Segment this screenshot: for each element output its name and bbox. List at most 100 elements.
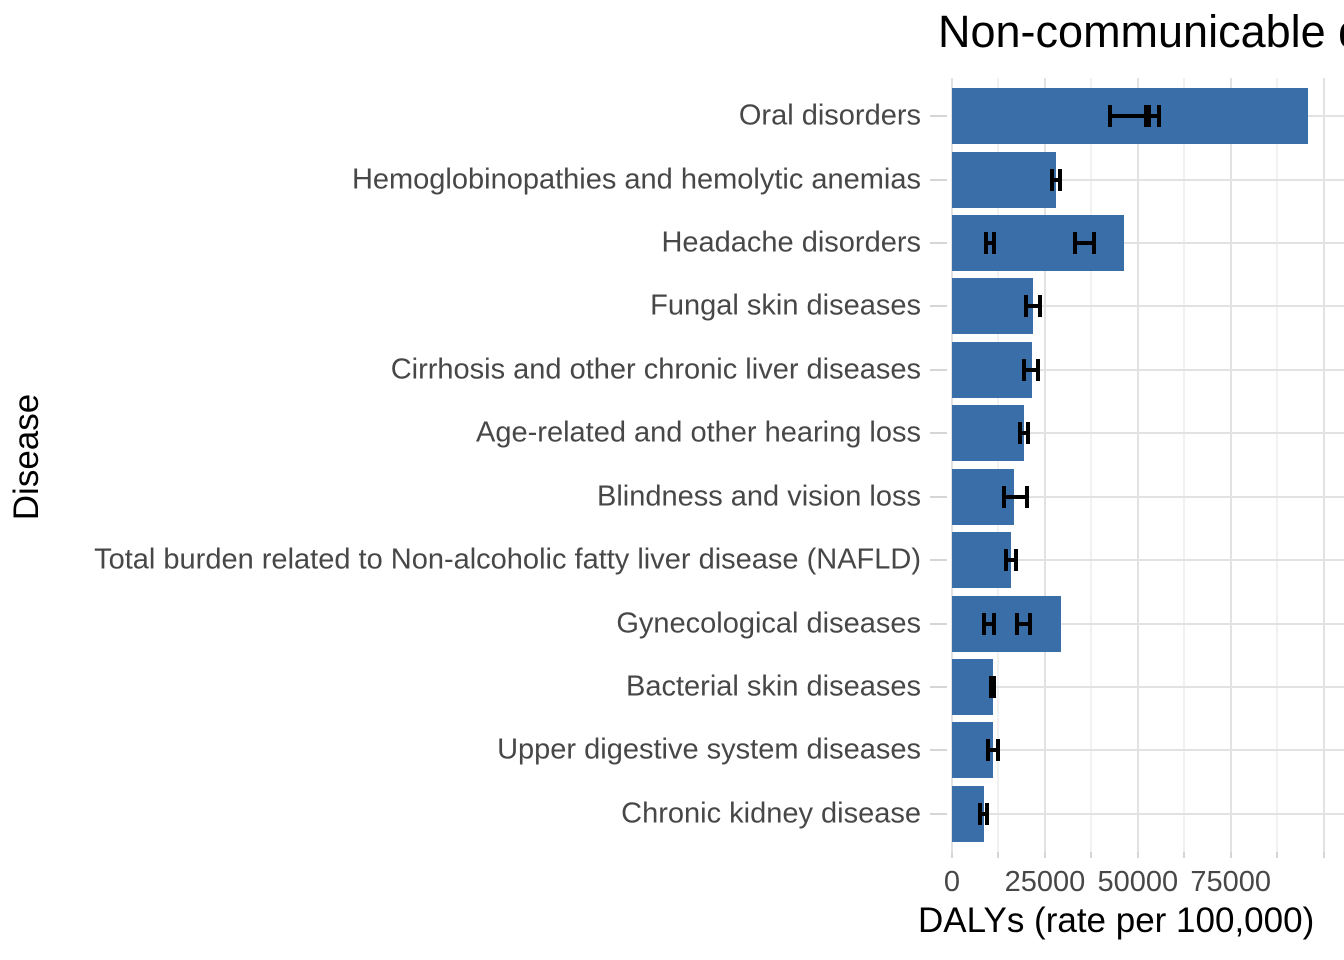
gridline-major-v: [951, 78, 953, 852]
error-bar: [983, 621, 994, 626]
x-tick-label: 50000: [1097, 866, 1179, 898]
error-bar-cap: [991, 231, 996, 254]
gridline-minor-v: [1276, 78, 1279, 852]
error-bar-cap: [1156, 105, 1161, 128]
x-tick-label: 75000: [1190, 866, 1272, 898]
x-tick: [1090, 852, 1093, 858]
error-bar: [988, 748, 999, 753]
y-tick: [930, 368, 947, 371]
x-tick: [1229, 852, 1232, 858]
error-bar-cap: [1023, 295, 1028, 318]
category-label: Blindness and vision loss: [596, 480, 921, 513]
error-bar: [1146, 114, 1159, 119]
error-bar-cap: [984, 231, 989, 254]
category-label: Total burden related to Non-alcoholic fa…: [94, 543, 921, 576]
y-tick: [930, 749, 947, 752]
error-bar-cap: [986, 739, 991, 762]
error-bar-cap: [1027, 612, 1032, 635]
x-axis-title: DALYs (rate per 100,000): [918, 901, 1315, 940]
x-tick: [997, 852, 1000, 858]
gridline-major-h: [952, 749, 1344, 752]
category-label: Gynecological diseases: [616, 607, 921, 640]
error-bar: [1024, 367, 1039, 372]
bar: [952, 214, 1125, 271]
gridline-major-h: [952, 432, 1344, 435]
error-bar-cap: [1014, 612, 1019, 635]
error-bar: [1075, 240, 1095, 245]
y-tick: [930, 559, 947, 562]
error-bar-cap: [1036, 358, 1041, 381]
gridline-major-h: [952, 495, 1344, 498]
error-bar-cap: [1017, 422, 1022, 445]
category-label: Fungal skin diseases: [650, 289, 921, 322]
category-label: Oral disorders: [738, 99, 921, 132]
gridline-major-h: [952, 686, 1344, 689]
error-bar-cap: [1026, 422, 1031, 445]
error-bar: [1025, 304, 1041, 309]
error-bar: [1109, 114, 1149, 119]
category-label: Age-related and other hearing loss: [476, 416, 921, 449]
gridline-major-h: [952, 241, 1344, 244]
plot-title: Non-communicable diseases: [938, 6, 1344, 57]
error-bar-cap: [1092, 231, 1097, 254]
error-bar: [980, 811, 987, 816]
gridline-major-v: [1136, 78, 1139, 852]
category-label: Cirrhosis and other chronic liver diseas…: [390, 353, 921, 386]
gridline-minor-v: [1090, 78, 1093, 852]
x-tick: [1276, 852, 1279, 858]
error-bar-cap: [1107, 105, 1112, 128]
gridline-minor-v: [997, 78, 1000, 852]
error-bar-cap: [1025, 485, 1030, 508]
y-axis-title: Disease: [7, 393, 46, 521]
x-tick: [1136, 852, 1139, 858]
category-label: Chronic kidney disease: [621, 797, 921, 830]
bar: [952, 659, 994, 716]
y-tick: [930, 686, 947, 689]
x-tick: [1043, 852, 1046, 858]
x-tick: [951, 852, 953, 858]
gridline-major-h: [952, 812, 1344, 815]
error-bar: [1004, 494, 1028, 499]
error-bar-cap: [978, 802, 983, 825]
y-tick: [930, 115, 947, 118]
error-bar-cap: [1038, 295, 1043, 318]
bar: [952, 341, 1033, 398]
gridline-major-v: [1322, 78, 1325, 852]
error-bar-cap: [991, 612, 996, 635]
gridline-major-v: [1229, 78, 1232, 852]
error-bar-cap: [989, 676, 994, 699]
bar: [952, 278, 1033, 335]
y-tick: [930, 241, 947, 244]
y-tick: [930, 305, 947, 308]
bar: [952, 405, 1025, 462]
gridline-major-v: [1043, 78, 1046, 852]
error-bar-cap: [1002, 485, 1007, 508]
category-label: Hemoglobinopathies and hemolytic anemias: [351, 163, 921, 195]
error-bar: [986, 240, 994, 245]
y-tick: [930, 178, 947, 181]
error-bar-cap: [1058, 168, 1063, 191]
x-tick-label: 25000: [1004, 866, 1086, 898]
bar: [952, 595, 1061, 652]
error-bar-cap: [1144, 105, 1149, 128]
error-bar-cap: [1050, 168, 1055, 191]
error-bar-cap: [1013, 549, 1018, 572]
gridline-major-h: [952, 305, 1344, 308]
error-bar: [1019, 431, 1029, 436]
error-bar: [1052, 177, 1061, 182]
category-label: Headache disorders: [661, 226, 921, 259]
error-bar-cap: [991, 676, 996, 699]
category-label: Upper digestive system diseases: [497, 733, 921, 766]
bar: [952, 151, 1056, 208]
category-label: Bacterial skin diseases: [626, 670, 921, 703]
error-bar-cap: [984, 802, 989, 825]
error-bar-cap: [1022, 358, 1027, 381]
error-bar: [1016, 621, 1030, 626]
y-tick: [930, 622, 947, 625]
error-bar: [1006, 558, 1016, 563]
error-bar-cap: [981, 612, 986, 635]
error-bar-cap: [1073, 231, 1078, 254]
bar: [952, 532, 1012, 589]
gridline-major-h: [952, 622, 1344, 625]
error-bar-cap: [1004, 549, 1009, 572]
